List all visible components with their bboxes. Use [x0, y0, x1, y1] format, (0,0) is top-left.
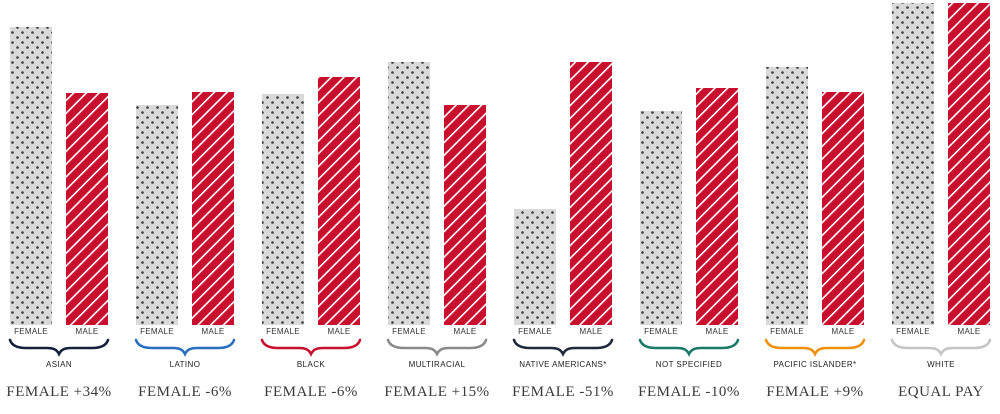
bar-male-latino — [192, 92, 234, 325]
group-label: BLACK — [297, 360, 325, 369]
bar-male-white — [948, 3, 990, 325]
group-brace — [890, 338, 992, 357]
male-bar-label: MALE — [76, 327, 99, 336]
difference-label: FEMALE +9% — [766, 384, 863, 400]
difference-label: FEMALE -51% — [512, 384, 614, 400]
group-brace — [638, 338, 740, 357]
female-bar-label: FEMALE — [392, 327, 426, 336]
group-label: ASIAN — [46, 360, 72, 369]
bar-male-native-americans — [570, 62, 612, 325]
bar-female-latino — [136, 105, 178, 325]
group-label: PACIFIC ISLANDER* — [773, 360, 856, 369]
difference-label: FEMALE -6% — [264, 384, 358, 400]
female-bar-label: FEMALE — [140, 327, 174, 336]
bar-male-multiracial — [444, 105, 486, 325]
group-label: NOT SPECIFIED — [656, 360, 722, 369]
group-label: WHITE — [927, 360, 955, 369]
bar-male-pacific-islander — [822, 92, 864, 325]
bar-female-black — [262, 94, 304, 325]
bar-female-not-specified — [640, 111, 682, 325]
bar-female-native-americans — [514, 209, 556, 325]
male-bar-label: MALE — [832, 327, 855, 336]
male-bar-label: MALE — [454, 327, 477, 336]
female-bar-label: FEMALE — [644, 327, 678, 336]
bar-female-asian — [10, 27, 52, 325]
difference-label: FEMALE +34% — [6, 384, 111, 400]
difference-label: FEMALE -10% — [638, 384, 740, 400]
male-bar-label: MALE — [328, 327, 351, 336]
group-brace — [134, 338, 236, 357]
bar-female-white — [892, 3, 934, 325]
bar-female-pacific-islander — [766, 67, 808, 325]
male-bar-label: MALE — [958, 327, 981, 336]
group-label: LATINO — [170, 360, 201, 369]
bar-male-asian — [66, 93, 108, 325]
labels-layer: FEMALE MALE ASIAN FEMALE +34% FEMALE MALE LATI… — [6, 327, 992, 400]
group-brace — [386, 338, 488, 357]
difference-label: FEMALE -6% — [138, 384, 232, 400]
male-bar-label: MALE — [202, 327, 225, 336]
female-bar-label: FEMALE — [896, 327, 930, 336]
female-bar-label: FEMALE — [266, 327, 300, 336]
female-bar-label: FEMALE — [518, 327, 552, 336]
group-brace — [260, 338, 362, 357]
group-brace — [764, 338, 866, 357]
male-bar-label: MALE — [580, 327, 603, 336]
group-brace — [512, 338, 614, 357]
group-brace — [8, 338, 110, 357]
bar-male-black — [318, 77, 360, 325]
group-label: NATIVE AMERICANS* — [519, 360, 607, 369]
difference-label: FEMALE +15% — [384, 384, 489, 400]
bar-male-not-specified — [696, 88, 738, 325]
difference-label: EQUAL PAY — [898, 384, 984, 400]
female-bar-label: FEMALE — [770, 327, 804, 336]
female-bar-label: FEMALE — [14, 327, 48, 336]
group-label: MULTIRACIAL — [409, 360, 466, 369]
male-bar-label: MALE — [706, 327, 729, 336]
bar-female-multiracial — [388, 62, 430, 325]
bars-layer — [10, 3, 990, 325]
